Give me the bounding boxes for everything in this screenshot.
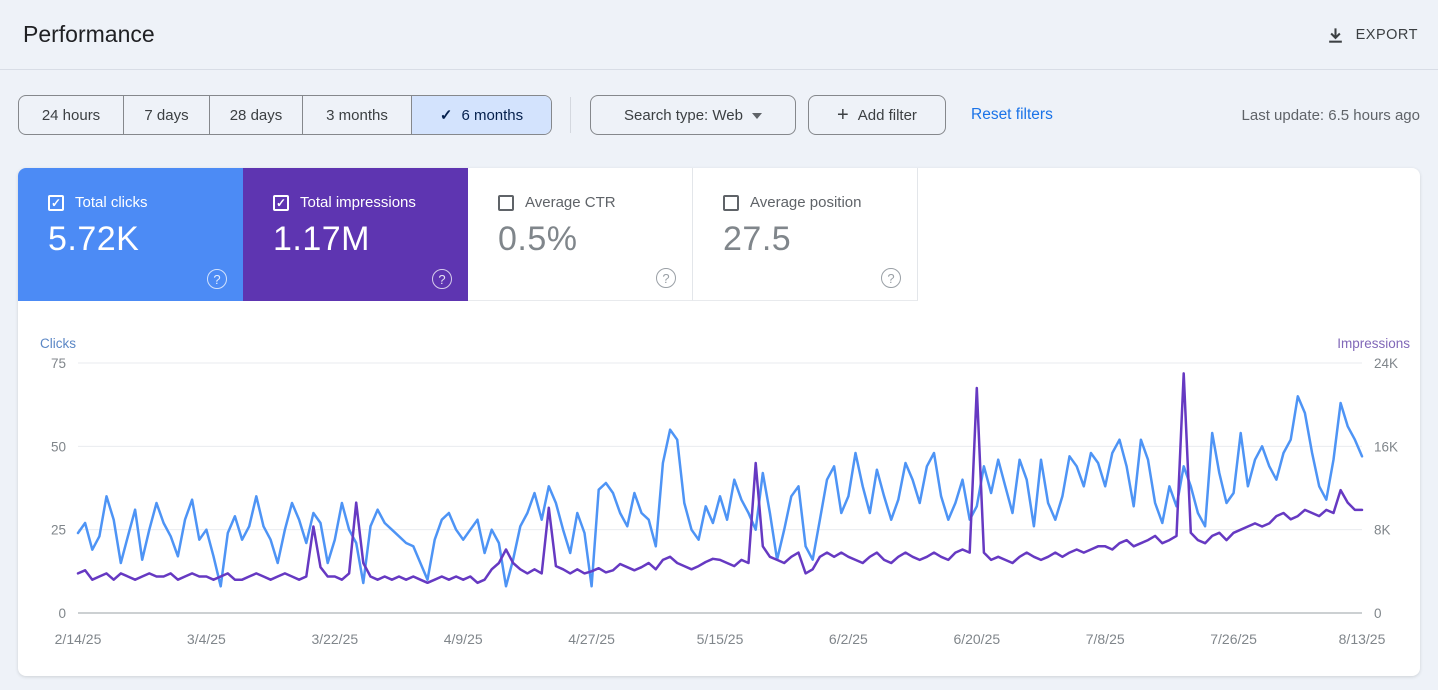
average-ctr-value: 0.5%: [498, 220, 578, 258]
clicks-axis-tick: 75: [51, 356, 66, 371]
total-clicks-tile[interactable]: ✓ Total clicks 5.72K ?: [18, 168, 243, 301]
date-axis-tick: 4/9/25: [444, 631, 483, 647]
total-clicks-value: 5.72K: [48, 220, 140, 258]
check-icon: ✓: [50, 195, 62, 210]
date-axis-tick: 7/26/25: [1210, 631, 1257, 647]
last-update-text: Last update: 6.5 hours ago: [1241, 106, 1420, 124]
performance-panel: ✓ Total clicks 5.72K ? ✓ Total impressio…: [18, 168, 1420, 676]
total-impressions-label: Total impressions: [300, 194, 416, 211]
download-icon: [1328, 27, 1342, 43]
range-7-days-button[interactable]: 7 days: [123, 96, 209, 134]
filter-divider: [570, 97, 571, 133]
total-impressions-checkbox[interactable]: ✓: [273, 194, 289, 211]
check-icon: ✓: [439, 107, 453, 124]
range-6-months-label: 6 months: [461, 107, 524, 124]
clicks-line: [76, 395, 1364, 588]
help-icon[interactable]: ?: [207, 269, 227, 289]
total-clicks-checkbox[interactable]: ✓: [48, 194, 64, 211]
range-6-months-button[interactable]: ✓ 6 months: [411, 96, 551, 134]
chevron-down-icon: [751, 113, 762, 119]
average-ctr-label: Average CTR: [525, 194, 616, 211]
page-title: Performance: [23, 21, 155, 47]
date-axis-tick: 8/13/25: [1339, 631, 1386, 647]
check-icon: ✓: [275, 195, 287, 210]
date-range-selector: 24 hours 7 days 28 days 3 months ✓ 6 mont…: [18, 95, 552, 135]
add-filter-button[interactable]: + Add filter: [808, 95, 946, 135]
metrics-row: ✓ Total clicks 5.72K ? ✓ Total impressio…: [18, 168, 1420, 301]
plus-icon: +: [837, 104, 849, 126]
average-position-tile[interactable]: Average position 27.5 ?: [693, 168, 918, 301]
performance-chart[interactable]: 0 0 25 8K 50 16K 75 24K Clicks Impressions 2/14/25…: [18, 301, 1420, 676]
export-button[interactable]: EXPORT: [1326, 0, 1418, 70]
range-3-months-button[interactable]: 3 months: [302, 96, 411, 134]
average-position-label: Average position: [750, 194, 862, 211]
reset-filters-link[interactable]: Reset filters: [971, 106, 1053, 123]
clicks-axis-tick: 0: [58, 606, 66, 621]
page-header: Performance EXPORT: [0, 0, 1438, 70]
impressions-axis-tick: 24K: [1374, 356, 1398, 371]
clicks-axis-title: Clicks: [40, 336, 76, 351]
impressions-axis-title: Impressions: [1337, 336, 1410, 351]
date-axis-tick: 7/8/25: [1086, 631, 1125, 647]
average-position-checkbox[interactable]: [723, 194, 739, 211]
search-type-dropdown[interactable]: Search type: Web: [590, 95, 796, 135]
date-axis-tick: 5/15/25: [697, 631, 744, 647]
total-clicks-label: Total clicks: [75, 194, 148, 211]
date-axis-tick: 4/27/25: [568, 631, 615, 647]
add-filter-label: Add filter: [857, 106, 917, 124]
range-24-hours-button[interactable]: 24 hours: [19, 96, 123, 134]
average-ctr-checkbox[interactable]: [498, 194, 514, 211]
help-icon[interactable]: ?: [881, 268, 901, 288]
impressions-axis-tick: 8K: [1374, 523, 1391, 538]
help-icon[interactable]: ?: [656, 268, 676, 288]
clicks-axis-tick: 25: [51, 523, 66, 538]
date-axis-tick: 6/2/25: [829, 631, 868, 647]
total-impressions-tile[interactable]: ✓ Total impressions 1.17M ?: [243, 168, 468, 301]
clicks-axis-tick: 50: [51, 439, 66, 454]
help-icon[interactable]: ?: [432, 269, 452, 289]
export-label: EXPORT: [1355, 27, 1418, 43]
date-axis-tick: 3/22/25: [311, 631, 358, 647]
date-axis-tick: 3/4/25: [187, 631, 226, 647]
average-ctr-tile[interactable]: Average CTR 0.5% ?: [468, 168, 693, 301]
date-axis-tick: 2/14/25: [55, 631, 102, 647]
average-position-value: 27.5: [723, 220, 792, 258]
filter-bar: 24 hours 7 days 28 days 3 months ✓ 6 mont…: [0, 70, 1438, 160]
impressions-axis-tick: 0: [1374, 606, 1382, 621]
chart-svg: 0 0 25 8K 50 16K 75 24K Clicks Impressions 2/14/25…: [40, 336, 1410, 647]
impressions-line: [76, 372, 1364, 585]
impressions-axis-tick: 16K: [1374, 439, 1398, 454]
date-axis-tick: 6/20/25: [953, 631, 1000, 647]
search-type-label: Search type: Web: [624, 106, 743, 124]
total-impressions-value: 1.17M: [273, 220, 370, 258]
range-28-days-button[interactable]: 28 days: [209, 96, 302, 134]
